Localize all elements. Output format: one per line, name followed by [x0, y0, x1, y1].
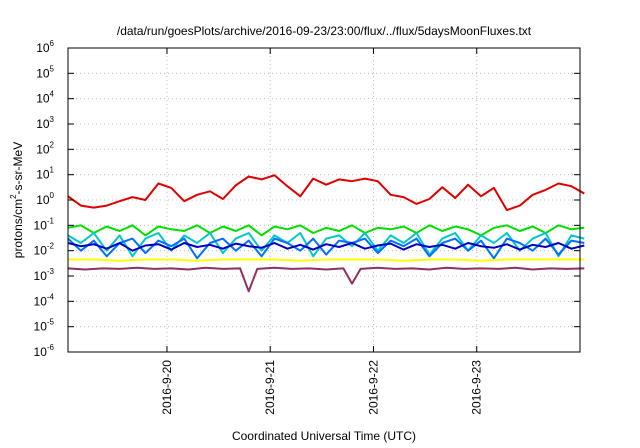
y-tick-label: 10-5: [34, 318, 55, 334]
y-tick-exponent: -6: [47, 343, 55, 352]
y-tick-label: 106: [36, 39, 54, 55]
y-tick-label: 103: [36, 115, 54, 131]
series-line-6: [68, 258, 585, 262]
y-tick-exponent: 5: [50, 64, 55, 73]
series-line-5: [67, 242, 585, 252]
x-axis-ticks: 2016-9-20 2016-9-21 2016-9-22 2016-9-23: [160, 48, 484, 415]
series-line-7: [67, 266, 585, 293]
y-tick-label: 105: [36, 64, 54, 80]
y-tick-label: 101: [36, 166, 54, 182]
x-tick-label: 2016-9-21: [263, 360, 277, 415]
series-line-3: [67, 232, 585, 258]
y-axis-label-part-2: -s-sr-MeV: [11, 142, 25, 195]
y-tick-exponent: 6: [50, 39, 55, 48]
series-line-1: [67, 174, 585, 212]
y-tick-exponent: 2: [50, 140, 55, 149]
y-tick-label: 10-1: [34, 216, 55, 232]
y-axis-label-part-1: protons/cm: [11, 199, 25, 258]
x-tick-label: 2016-9-22: [366, 360, 380, 415]
series-line-4: [67, 237, 585, 260]
y-tick-exponent: -1: [47, 216, 55, 225]
y-tick-label: 104: [36, 90, 54, 106]
y-tick-exponent: 1: [50, 166, 55, 175]
x-tick-label: 2016-9-20: [160, 360, 174, 415]
chart-title: /data/run/goesPlots/archive/2016-09-23/2…: [117, 24, 532, 38]
x-tick-label: 2016-9-23: [470, 360, 484, 415]
y-tick-label: 102: [36, 140, 54, 156]
y-tick-exponent: 4: [50, 90, 55, 99]
y-tick-exponent: -3: [47, 267, 55, 276]
series-layer: [67, 174, 585, 293]
y-axis-label-superscript: 2: [9, 194, 18, 199]
y-tick-label: 100: [36, 191, 54, 207]
y-tick-exponent: 3: [50, 115, 55, 124]
y-tick-exponent: -5: [47, 318, 55, 327]
y-axis-ticks: 10-610-510-410-310-210-11001011021031041…: [34, 39, 580, 359]
series-line-2: [67, 224, 585, 237]
y-axis-label: protons/cm2-s-sr-MeV: [9, 142, 25, 258]
x-axis-label: Coordinated Universal Time (UTC): [232, 429, 416, 443]
y-tick-exponent: -4: [47, 292, 55, 301]
y-tick-label: 10-4: [34, 292, 55, 308]
y-tick-label: 10-6: [34, 343, 55, 359]
y-tick-label: 10-2: [34, 242, 55, 258]
y-tick-exponent: 0: [50, 191, 55, 200]
y-tick-label: 10-3: [34, 267, 55, 283]
y-tick-exponent: -2: [47, 242, 55, 251]
